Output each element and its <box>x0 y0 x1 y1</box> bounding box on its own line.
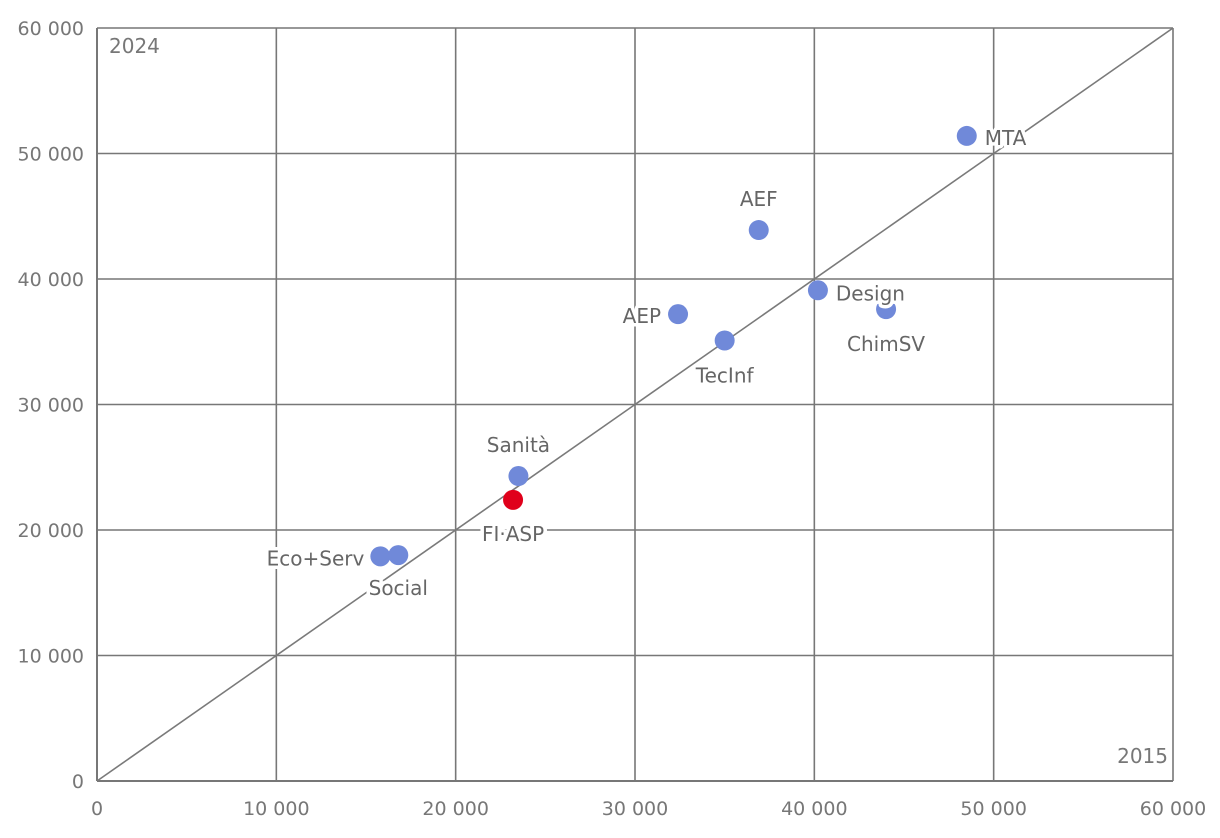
point-label: AEF <box>740 187 778 211</box>
x-tick-label: 10 000 <box>243 798 309 820</box>
point-label: AEP <box>623 304 661 328</box>
point-labels: MTA AEF Design ChimSV AEP TecInf Sanità FI·ASP E… <box>263 122 1030 603</box>
y-axis-label: 2024 <box>109 34 160 58</box>
data-points <box>370 125 977 567</box>
y-axis-tick-labels: 0 10 000 20 000 30 000 40 000 50 000 60 000 <box>18 18 84 793</box>
y-tick-label: 40 000 <box>18 269 84 291</box>
x-tick-label: 20 000 <box>422 798 488 820</box>
axes <box>96 27 1174 782</box>
data-point-design <box>807 280 828 301</box>
data-point-fi-asp <box>503 489 524 510</box>
x-tick-label: 40 000 <box>781 798 847 820</box>
y-tick-label: 20 000 <box>18 520 84 542</box>
point-label: MTA <box>985 126 1027 150</box>
y-tick-label: 0 <box>72 771 84 793</box>
data-point-social <box>388 545 409 566</box>
reference-line-y-equals-x <box>96 27 1174 782</box>
point-label: Design <box>836 281 905 305</box>
point-label: Social <box>369 576 428 600</box>
y-tick-label: 60 000 <box>18 18 84 40</box>
data-point-aep <box>668 304 689 325</box>
x-tick-label: 60 000 <box>1140 798 1206 820</box>
data-point-tecinf <box>714 330 735 351</box>
point-label: FI·ASP <box>482 522 544 546</box>
y-tick-label: 10 000 <box>18 646 84 668</box>
y-tick-label: 50 000 <box>18 144 84 166</box>
y-tick-label: 30 000 <box>18 395 84 417</box>
data-point-mta <box>956 125 977 146</box>
point-label: Sanità <box>487 433 550 457</box>
point-label: TecInf <box>695 363 755 387</box>
x-tick-label: 0 <box>91 798 103 820</box>
data-point-aef <box>748 220 769 241</box>
x-tick-label: 50 000 <box>960 798 1026 820</box>
point-label: ChimSV <box>847 332 925 356</box>
x-axis-label: 2015 <box>1117 744 1168 768</box>
x-axis-tick-labels: 0 10 000 20 000 30 000 40 000 50 000 60 000 <box>91 798 1206 820</box>
data-point-eco-serv <box>370 546 391 567</box>
point-label: Eco+Serv <box>267 546 365 570</box>
data-point-sanit- <box>508 466 529 487</box>
x-tick-label: 30 000 <box>602 798 668 820</box>
data-point-chimsv <box>876 299 897 320</box>
